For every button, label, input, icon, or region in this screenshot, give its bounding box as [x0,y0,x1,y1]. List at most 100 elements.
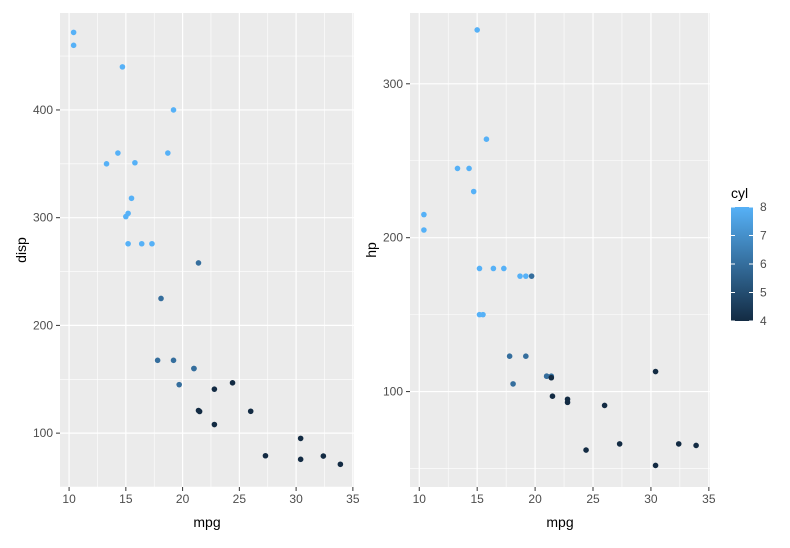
data-point [115,150,121,156]
legend-tick-label: 5 [760,286,767,300]
data-point [170,107,177,113]
data-point [149,240,155,247]
y-tick-label: 400 [33,103,53,117]
x-axis: 10 15 20 25 30 35 [413,487,716,506]
x-tick-label: 30 [644,492,658,506]
data-point [476,265,483,272]
data-point [320,453,327,459]
legend-tick-label: 8 [760,200,767,214]
data-point [583,447,589,453]
y-tick-label: 300 [33,211,53,225]
y-tick-label: 100 [33,426,53,440]
data-point [421,227,427,233]
data-point [70,42,77,49]
data-point [421,211,427,218]
y-axis: 100 200 300 [383,77,410,399]
x-axis: 10 15 20 25 30 35 [62,487,360,506]
data-point [103,161,110,167]
y-tick-label: 100 [383,385,403,399]
data-point [158,295,164,302]
legend-tick-label: 6 [760,257,767,271]
y-axis: 100 200 300 400 [33,103,60,440]
data-point [176,381,182,388]
x-tick-label: 35 [702,492,716,506]
data-point [476,311,483,318]
y-axis-title: hp [363,242,379,258]
panel-disp-vs-mpg: 10 15 20 25 30 35 100 200 300 400 mpg disp [13,13,360,530]
data-point [652,462,659,469]
legend-tick-label: 4 [760,314,767,328]
data-point [70,29,77,36]
panel-background [60,13,354,487]
data-point [693,442,699,449]
data-point [549,393,556,400]
data-point [543,373,550,379]
data-point [454,165,461,172]
data-point [470,188,477,195]
data-point [229,380,236,386]
y-axis-title: disp [13,237,29,263]
data-point [510,381,516,387]
data-point [483,136,490,142]
x-tick-label: 35 [346,492,360,506]
data-point [501,265,507,272]
panel-background [410,13,710,487]
data-point [297,456,304,463]
data-point [517,273,523,279]
data-point [337,461,344,468]
gridlines [410,13,710,487]
y-tick-label: 200 [383,231,403,245]
points-group [421,27,699,469]
data-point [466,165,472,172]
x-tick-label: 15 [471,492,485,506]
data-point [128,195,135,202]
data-point [523,353,529,359]
y-tick-label: 200 [33,318,53,332]
data-point [165,150,171,156]
data-point [191,365,197,372]
x-tick-label: 25 [586,492,600,506]
data-point [247,408,254,415]
legend-title: cyl [731,185,748,201]
data-point [564,396,571,403]
x-tick-label: 20 [176,492,190,506]
data-point [523,273,529,279]
legend-tick-label: 7 [760,229,767,243]
data-point [652,368,659,375]
x-tick-label: 20 [528,492,542,506]
data-point [125,240,131,247]
gridlines [60,13,354,488]
data-point [490,265,497,272]
x-tick-label: 10 [413,492,427,506]
data-point [474,27,480,33]
data-point [211,386,218,392]
data-point [601,402,608,409]
x-axis-title: mpg [546,514,573,530]
data-point [297,435,304,442]
data-point [195,260,202,266]
color-legend: cyl 8 7 6 5 4 [731,185,767,328]
data-point [675,441,682,447]
panel-hp-vs-mpg: 10 15 20 25 30 35 100 200 300 mpg hp [363,13,716,530]
data-point [123,213,129,220]
x-axis-title: mpg [193,514,220,530]
x-tick-label: 30 [289,492,303,506]
data-point [211,421,218,428]
data-point [170,357,177,364]
data-point [528,273,535,279]
data-point [506,353,513,359]
x-tick-label: 10 [62,492,76,506]
data-point [548,374,555,381]
legend-ticks: 8 7 6 5 4 [731,200,767,328]
y-tick-label: 300 [383,77,403,91]
data-point [154,357,161,364]
data-point [132,159,138,166]
x-tick-label: 25 [233,492,247,506]
legend-colorbar [731,207,753,321]
x-tick-label: 15 [119,492,133,506]
points-group [70,29,344,468]
data-point [119,64,126,70]
data-point [262,452,269,459]
